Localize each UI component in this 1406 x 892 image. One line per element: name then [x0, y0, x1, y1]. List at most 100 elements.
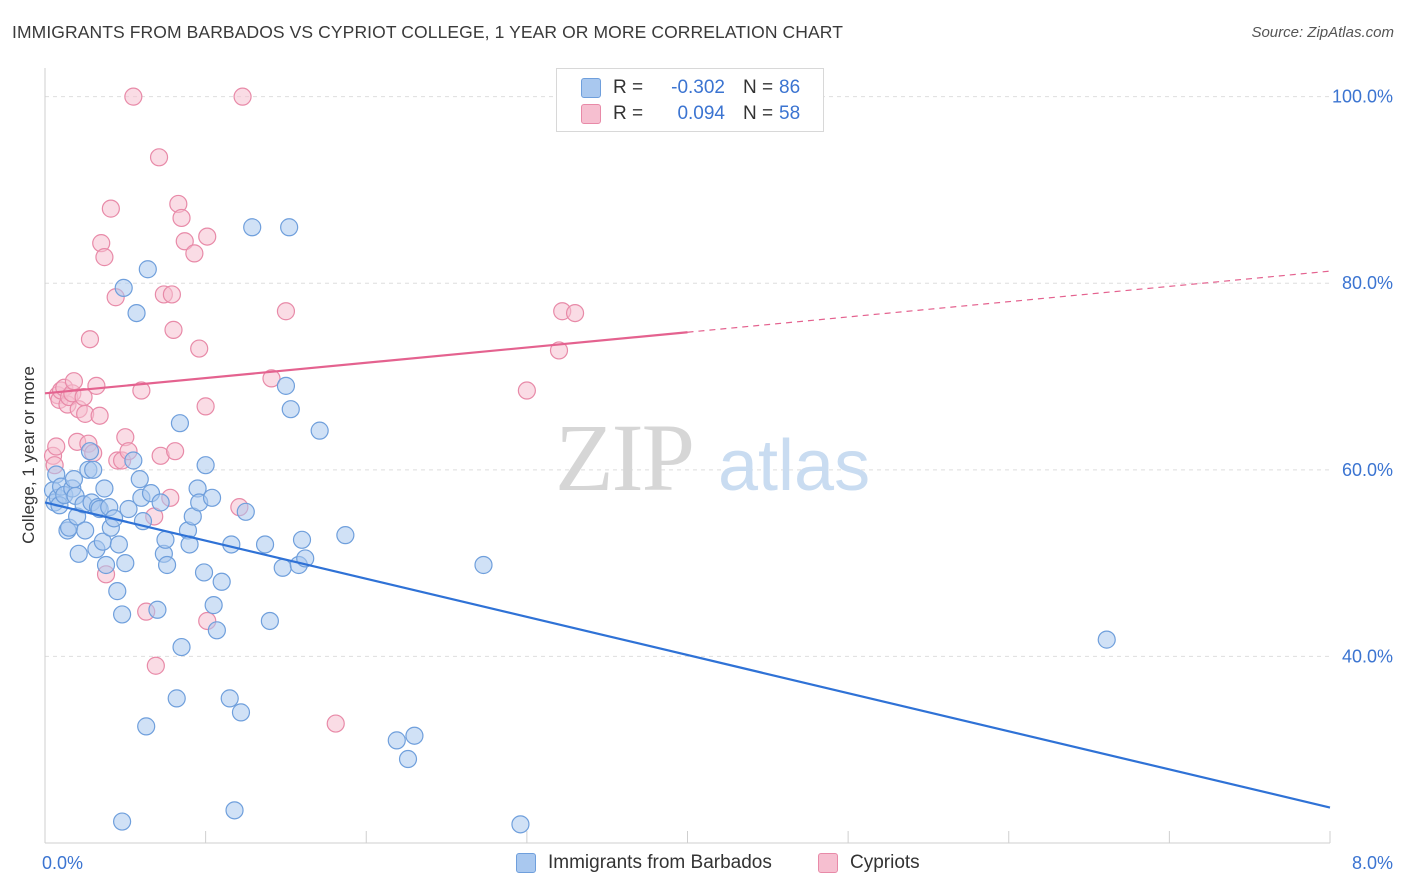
cypriot-point — [124, 87, 143, 106]
barbados-point — [69, 544, 88, 563]
series-legend-cypriots: Cypriots — [818, 852, 920, 874]
barbados-point — [64, 470, 84, 489]
barbados-point — [167, 689, 186, 708]
barbados-point — [202, 488, 222, 507]
barbados-point — [1097, 630, 1116, 649]
source-label: Source: ZipAtlas.com — [1251, 24, 1394, 41]
x-tick-label: 0.0% — [42, 853, 83, 873]
barbados-point — [231, 703, 251, 722]
barbados-point — [236, 502, 255, 521]
cypriot-point — [47, 437, 66, 456]
barbados-point — [95, 479, 114, 498]
barbados-point — [204, 596, 223, 615]
cypriot-point — [196, 397, 215, 416]
barbados-point — [170, 414, 190, 433]
cypriot-point — [262, 369, 281, 388]
cypriot-point — [95, 248, 114, 267]
barbados-point — [280, 218, 299, 237]
barbados-point — [196, 456, 215, 475]
cypriot-point — [326, 714, 345, 733]
barbados-point — [255, 535, 275, 554]
chart-title: IMMIGRANTS FROM BARBADOS VS CYPRIOT COLL… — [12, 22, 843, 42]
cypriot-point — [164, 320, 183, 339]
barbados-point — [511, 815, 530, 834]
cypriot-trend-extension — [687, 270, 1331, 333]
series-swatch-blue — [516, 853, 536, 873]
cypriot-point — [233, 87, 252, 106]
barbados-point — [124, 451, 143, 470]
cypriot-point — [80, 330, 100, 349]
legend-n-label: N = — [743, 103, 774, 124]
barbados-point — [207, 621, 226, 640]
cypriot-point — [172, 208, 191, 228]
cypriot-point — [101, 199, 120, 218]
cypriots-points — [43, 87, 585, 733]
correlation-legend: R = -0.302 N = 86 R = 0.094 N = 58 — [556, 68, 824, 132]
barbados-point — [116, 554, 135, 573]
barbados-point — [130, 470, 149, 489]
cypriot-point — [90, 406, 109, 425]
barbados-point — [310, 421, 329, 440]
barbados-point — [212, 572, 231, 591]
barbados-point — [157, 555, 177, 575]
barbados-points — [43, 218, 1116, 834]
cypriot-point — [162, 285, 181, 304]
barbados-point — [112, 812, 132, 831]
cypriot-point — [276, 302, 296, 321]
cypriot-point — [198, 227, 217, 246]
tick-labels: 40.0% 60.0% 80.0% 100.0% 0.0% 8.0% — [42, 87, 1393, 873]
barbados-trend-line — [44, 501, 1331, 809]
cypriot-trend-line — [44, 331, 688, 395]
watermark-zip: ZIP — [555, 404, 693, 511]
cypriot-point — [517, 381, 536, 400]
barbados-point — [281, 400, 300, 419]
barbados-point — [474, 555, 493, 575]
legend-row-barbados: R = -0.302 N = 86 — [581, 76, 800, 100]
legend-n-value: 58 — [779, 103, 801, 124]
cypriot-point — [175, 232, 194, 251]
cypriot-point — [166, 442, 185, 461]
barbados-point — [260, 611, 279, 631]
barbados-point — [387, 731, 406, 750]
barbados-point — [112, 605, 132, 624]
series-swatch-pink — [818, 853, 838, 873]
barbados-point — [138, 260, 157, 279]
barbados-point — [292, 530, 312, 549]
y-tick-label: 80.0% — [1342, 273, 1393, 293]
barbados-point — [80, 442, 100, 461]
barbados-point — [96, 555, 116, 575]
barbados-point — [127, 303, 146, 323]
legend-r-value: -0.302 — [671, 77, 725, 98]
cypriot-point — [132, 381, 151, 400]
trend-lines — [44, 270, 1331, 809]
y-tick-label: 100.0% — [1332, 87, 1393, 107]
y-tick-label: 40.0% — [1342, 646, 1393, 666]
y-axis-label: College, 1 year or more — [19, 366, 38, 544]
barbados-point — [194, 563, 214, 582]
legend-row-cypriots: R = 0.094 N = 58 — [581, 102, 800, 126]
series-legend: Immigrants from Barbados Cypriots — [0, 852, 1406, 876]
watermark-atlas: atlas — [718, 426, 870, 506]
barbados-point — [336, 526, 355, 545]
barbados-point — [108, 582, 127, 601]
barbados-point — [109, 535, 128, 554]
gridlines — [45, 96, 1330, 657]
legend-swatch-pink — [581, 104, 601, 124]
barbados-point — [405, 726, 424, 745]
barbados-point — [243, 218, 262, 237]
barbados-point — [84, 460, 103, 479]
series-name: Immigrants from Barbados — [548, 852, 772, 873]
barbados-point — [137, 717, 156, 736]
cypriot-point — [185, 244, 204, 263]
legend-swatch-blue — [581, 78, 601, 98]
barbados-point — [156, 530, 175, 549]
watermark: ZIP atlas — [555, 404, 870, 511]
barbados-point — [114, 278, 133, 298]
cypriot-point — [190, 339, 209, 358]
barbados-point — [273, 558, 292, 577]
legend-r-label: R = — [613, 103, 644, 124]
legend-r-label: R = — [613, 77, 644, 98]
barbados-point — [148, 600, 167, 619]
x-tick-label: 8.0% — [1352, 853, 1393, 873]
